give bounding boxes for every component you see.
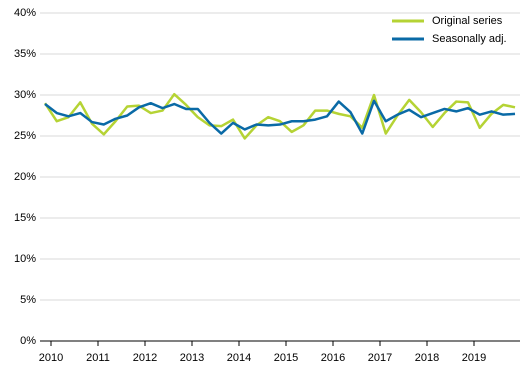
series-line [43,92,516,140]
y-tick-label: 5% [20,294,36,306]
y-tick-label: 20% [14,171,36,183]
legend-label: Original series [432,15,503,27]
x-tick-label: 2012 [133,352,157,364]
series-line [44,99,516,135]
x-tick-label: 2010 [39,352,63,364]
y-tick-label: 15% [14,212,36,224]
y-tick-label: 0% [20,335,36,347]
y-tick-label: 35% [14,48,36,60]
x-tick-label: 2013 [180,352,204,364]
y-tick-label: 40% [14,7,36,19]
x-tick-label: 2011 [86,352,110,364]
y-tick-label: 30% [14,89,36,101]
y-tick-label: 25% [14,130,36,142]
x-tick-label: 2015 [274,352,298,364]
x-tick-label: 2019 [462,352,486,364]
x-tick-label: 2017 [368,352,392,364]
legend-label: Seasonally adj. [432,33,507,45]
x-tick-label: 2018 [415,352,439,364]
y-tick-label: 10% [14,253,36,265]
x-tick-label: 2016 [321,352,345,364]
x-tick-label: 2014 [227,352,251,364]
